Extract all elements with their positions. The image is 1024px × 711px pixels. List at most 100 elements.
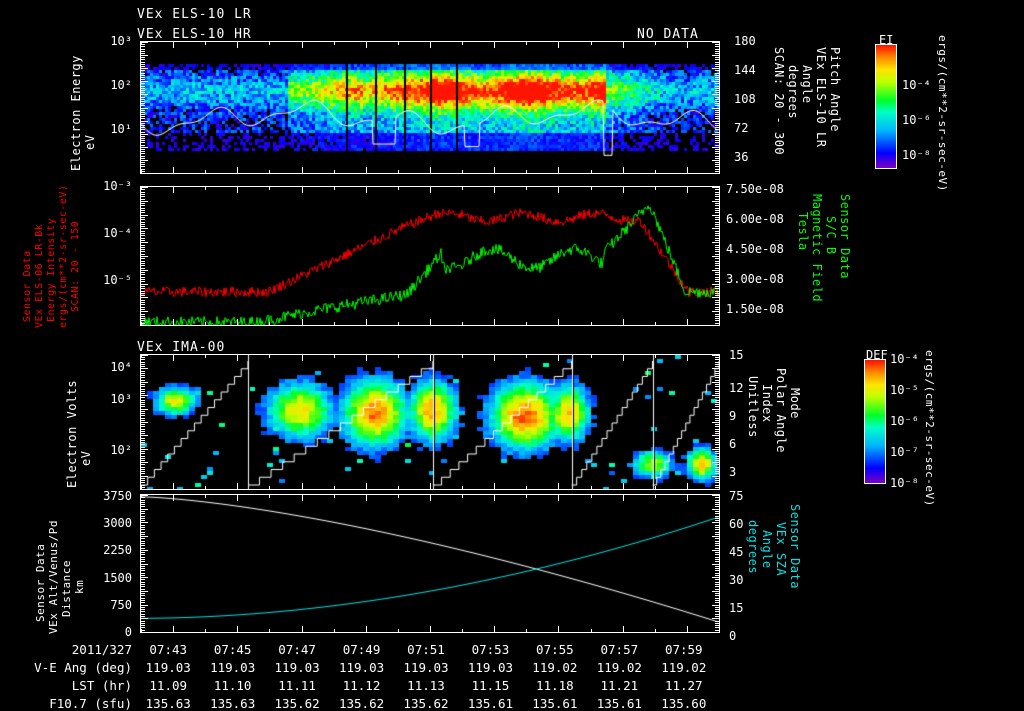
axis-tick xyxy=(141,545,145,546)
axis-tick xyxy=(715,625,719,626)
axis-tick xyxy=(141,623,145,624)
panel4-ytick-0: 3750 xyxy=(103,489,132,503)
panel3-rtick-6: 6 xyxy=(729,437,737,451)
axis-tick xyxy=(398,355,399,358)
axis-tick xyxy=(462,629,463,632)
axis-tick xyxy=(205,170,206,173)
axis-tick xyxy=(141,97,145,98)
axis-tick xyxy=(715,265,719,266)
axis-tick xyxy=(141,495,148,496)
axis-tick xyxy=(591,42,592,45)
axis-tick xyxy=(494,626,495,632)
axis-tick xyxy=(141,364,145,365)
axis-tick xyxy=(141,438,145,439)
axis-tick xyxy=(715,614,719,615)
axis-tick xyxy=(462,486,463,489)
axis-tick xyxy=(715,607,719,608)
axis-tick xyxy=(141,314,145,315)
axis-tick xyxy=(141,429,145,430)
axis-tick xyxy=(715,586,719,587)
axis-tick xyxy=(712,201,719,202)
axis-tick xyxy=(205,486,206,489)
footer-date-label: 2011/327 xyxy=(71,642,132,657)
axis-tick xyxy=(715,375,719,376)
axis-tick xyxy=(141,462,148,463)
footer-vea-8: 119.02 xyxy=(661,660,707,675)
panel1-plot-area[interactable] xyxy=(140,41,720,174)
axis-tick xyxy=(715,309,719,310)
axis-tick xyxy=(715,582,719,583)
axis-tick xyxy=(366,483,367,489)
axis-tick xyxy=(715,149,719,150)
axis-tick xyxy=(715,458,719,459)
panel2-plot-area[interactable] xyxy=(140,186,720,326)
axis-tick xyxy=(141,625,145,626)
axis-tick xyxy=(141,136,145,137)
axis-tick xyxy=(712,449,719,450)
axis-tick xyxy=(141,420,145,421)
axis-tick xyxy=(715,527,719,528)
axis-tick xyxy=(526,486,527,489)
panel3-ytick-0: 10⁴ xyxy=(110,360,132,374)
axis-tick xyxy=(173,495,174,501)
footer-time-5: 07:53 xyxy=(471,642,510,657)
axis-tick xyxy=(141,265,145,266)
axis-tick xyxy=(141,380,145,381)
footer-f107-6: 135.61 xyxy=(532,696,578,711)
axis-tick xyxy=(715,166,719,167)
axis-tick xyxy=(141,196,145,197)
axis-tick xyxy=(141,447,145,448)
axis-tick xyxy=(715,59,719,60)
axis-tick xyxy=(715,506,719,507)
axis-tick xyxy=(715,140,719,141)
axis-tick xyxy=(141,375,145,376)
axis-tick xyxy=(141,482,145,483)
axis-tick xyxy=(141,404,145,405)
axis-tick xyxy=(526,42,527,45)
axis-tick xyxy=(715,263,719,264)
colorbar-def[interactable] xyxy=(864,359,886,484)
axis-tick xyxy=(141,121,148,122)
axis-tick xyxy=(558,42,559,48)
panel4-rtick-3: 30 xyxy=(729,573,744,587)
panel3-plot-area[interactable] xyxy=(140,354,720,490)
axis-tick xyxy=(712,382,719,383)
axis-tick xyxy=(334,495,335,498)
axis-tick xyxy=(715,247,719,248)
axis-tick xyxy=(715,559,719,560)
axis-tick xyxy=(334,322,335,325)
axis-tick xyxy=(173,42,174,48)
axis-tick xyxy=(712,297,719,298)
axis-tick xyxy=(715,609,719,610)
axis-tick xyxy=(141,164,145,165)
axis-tick xyxy=(141,402,145,403)
axis-tick xyxy=(141,602,145,603)
panel2-line-canvas xyxy=(141,187,719,325)
axis-tick xyxy=(712,495,719,496)
axis-tick xyxy=(712,489,719,490)
axis-tick xyxy=(712,577,719,578)
axis-tick xyxy=(141,110,145,111)
panel4-plot-area[interactable] xyxy=(140,494,720,633)
axis-tick xyxy=(141,557,145,558)
panel2-rtick-4: 1.50e-08 xyxy=(726,302,784,316)
axis-tick xyxy=(715,132,719,133)
axis-tick xyxy=(715,518,719,519)
axis-tick xyxy=(715,471,719,472)
axis-tick xyxy=(141,256,148,257)
axis-tick xyxy=(141,467,145,468)
axis-tick xyxy=(687,319,688,325)
axis-tick xyxy=(715,482,719,483)
axis-tick xyxy=(141,311,148,312)
colorbar-ei[interactable] xyxy=(875,44,897,169)
axis-tick xyxy=(237,483,238,489)
axis-tick xyxy=(712,618,719,619)
axis-tick xyxy=(715,411,719,412)
colorbar-def-tick-4: 10⁻⁸ xyxy=(890,476,919,490)
axis-tick xyxy=(655,322,656,325)
axis-tick xyxy=(141,132,145,133)
footer-f107-0: 135.63 xyxy=(145,696,191,711)
axis-tick xyxy=(715,316,719,317)
panel1-right-axis-label: Pitch Angle VEx ELS-10 LR Angle degrees … xyxy=(772,47,842,156)
axis-tick xyxy=(141,68,148,69)
